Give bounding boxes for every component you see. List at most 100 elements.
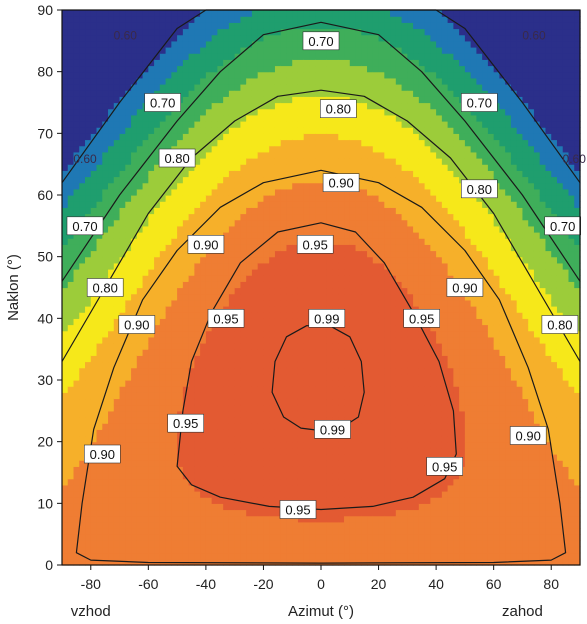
heatmap-cell (131, 90, 138, 97)
heatmap-cell (154, 429, 161, 437)
heatmap-cell (79, 472, 86, 480)
heatmap-cell (361, 423, 368, 430)
heatmap-cell (286, 293, 293, 301)
heatmap-cell (90, 121, 98, 128)
heatmap-cell (171, 139, 178, 147)
heatmap-cell (344, 355, 351, 363)
heatmap-cell (355, 281, 362, 289)
heatmap-cell (361, 213, 368, 221)
heatmap-cell (217, 423, 224, 430)
heatmap-cell (372, 59, 380, 67)
heatmap-cell (194, 207, 201, 215)
heatmap-cell (125, 176, 132, 184)
heatmap-cell (292, 71, 299, 79)
heatmap-cell (269, 423, 276, 430)
heatmap-cell (292, 121, 299, 128)
heatmap-cell (274, 151, 282, 159)
heatmap-cell (154, 355, 161, 363)
heatmap-cell (67, 355, 75, 363)
heatmap-cell (62, 423, 69, 430)
heatmap-cell (332, 349, 339, 356)
heatmap-cell (292, 380, 299, 387)
heatmap-cell (355, 540, 362, 548)
heatmap-cell (292, 281, 299, 289)
heatmap-cell (228, 59, 236, 67)
heatmap-cell (119, 256, 126, 264)
heatmap-cell (96, 324, 103, 332)
heatmap-cell (378, 343, 385, 350)
heatmap-cell (297, 158, 305, 165)
heatmap-cell (321, 380, 328, 387)
heatmap-cell (372, 497, 380, 504)
heatmap-cell (228, 213, 236, 221)
heatmap-cell (338, 84, 345, 91)
heatmap-cell (228, 151, 236, 159)
heatmap-cell (200, 151, 207, 159)
heatmap-cell (303, 176, 311, 184)
heatmap-cell (257, 447, 265, 455)
heatmap-cell (90, 40, 98, 48)
heatmap-cell (108, 16, 115, 23)
heatmap-cell (321, 521, 328, 529)
heatmap-cell (234, 373, 242, 381)
heatmap-cell (90, 528, 98, 535)
heatmap-cell (240, 269, 247, 276)
heatmap-cell (205, 53, 213, 60)
heatmap-cell (73, 435, 80, 443)
heatmap-cell (257, 423, 265, 430)
heatmap-cell (148, 404, 155, 412)
heatmap-cell (211, 392, 218, 400)
heatmap-cell (211, 380, 218, 387)
heatmap-cell (228, 182, 236, 190)
heatmap-cell (154, 176, 161, 184)
heatmap-cell (194, 188, 201, 196)
heatmap-cell (246, 164, 253, 171)
heatmap-cell (79, 478, 86, 486)
heatmap-cell (292, 238, 299, 245)
heatmap-cell (349, 281, 357, 289)
heatmap-cell (251, 299, 259, 307)
heatmap-cell (286, 299, 293, 307)
heatmap-cell (223, 170, 230, 178)
heatmap-cell (246, 114, 253, 122)
heatmap-cell (292, 293, 299, 301)
heatmap-cell (251, 158, 259, 165)
heatmap-cell (154, 386, 161, 393)
heatmap-cell (131, 478, 138, 486)
heatmap-cell (62, 213, 69, 221)
heatmap-cell (171, 232, 178, 239)
heatmap-cell (378, 373, 385, 381)
heatmap-cell (286, 133, 293, 141)
heatmap-cell (246, 417, 253, 424)
heatmap-cell (73, 509, 80, 517)
heatmap-cell (297, 28, 305, 36)
heatmap-cell (246, 40, 253, 48)
heatmap-cell (165, 65, 172, 73)
heatmap-cell (205, 355, 213, 363)
heatmap-cell (321, 472, 328, 480)
heatmap-cell (280, 540, 288, 548)
heatmap-cell (355, 59, 362, 67)
heatmap-cell (67, 361, 75, 369)
heatmap-cell (125, 515, 132, 523)
heatmap-cell (309, 96, 316, 104)
heatmap-cell (217, 133, 224, 141)
heatmap-cell (182, 47, 190, 54)
heatmap-cell (338, 207, 345, 215)
heatmap-cell (251, 213, 259, 221)
heatmap-cell (286, 164, 293, 171)
heatmap-cell (246, 515, 253, 523)
heatmap-cell (171, 10, 178, 17)
heatmap-cell (361, 256, 368, 264)
heatmap-cell (309, 281, 316, 289)
heatmap-cell (367, 343, 374, 350)
heatmap-cell (332, 552, 339, 560)
heatmap-cell (372, 552, 380, 560)
heatmap-cell (274, 546, 282, 554)
heatmap-cell (338, 275, 345, 282)
heatmap-cell (194, 269, 201, 276)
heatmap-cell (171, 392, 178, 400)
heatmap-cell (113, 22, 121, 30)
heatmap-cell (223, 40, 230, 48)
heatmap-cell (165, 540, 172, 548)
